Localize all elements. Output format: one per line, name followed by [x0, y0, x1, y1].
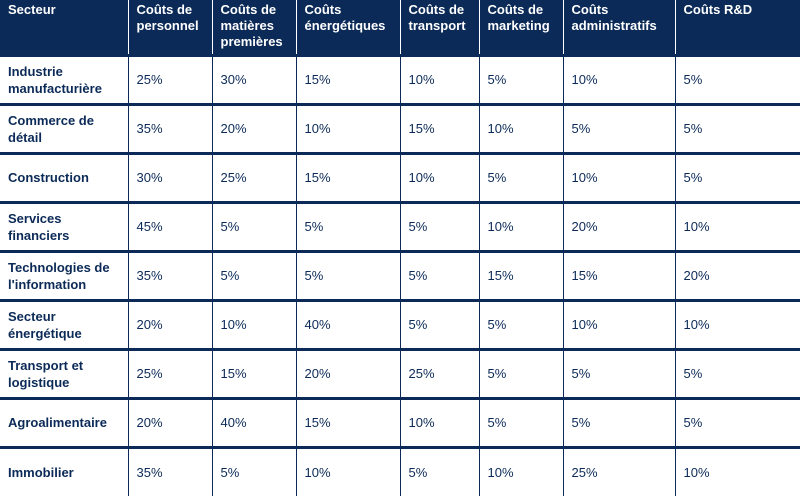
sector-cell: Industrie manufacturière	[0, 53, 129, 104]
cost-cell: 10%	[675, 200, 800, 251]
sector-cell: Commerce de détail	[0, 102, 129, 153]
cost-cell: 10%	[296, 102, 401, 153]
sector-cell: Secteur énergétique	[0, 298, 129, 349]
cost-cell: 5%	[296, 200, 401, 251]
cost-cell: 10%	[563, 298, 676, 349]
table-row: Agroalimentaire 20% 40% 15% 10% 5% 5% 5%	[0, 396, 800, 447]
cost-cell: 10%	[296, 445, 401, 496]
cost-cell: 5%	[296, 249, 401, 300]
cost-cell: 5%	[400, 445, 480, 496]
sector-cell: Immobilier	[0, 445, 129, 496]
cost-cell: 5%	[563, 347, 676, 398]
cost-cell: 20%	[128, 298, 213, 349]
cost-cell: 5%	[212, 249, 297, 300]
cost-cell: 10%	[479, 445, 564, 496]
cost-cell: 5%	[479, 396, 564, 447]
cost-cell: 5%	[212, 200, 297, 251]
header-personnel-costs: Coûts de personnel	[128, 0, 213, 55]
sector-cell: Transport et logistique	[0, 347, 129, 398]
cost-cell: 10%	[563, 53, 676, 104]
cost-cell: 20%	[563, 200, 676, 251]
cost-cell: 10%	[675, 298, 800, 349]
cost-cell: 30%	[128, 151, 213, 202]
cost-cell: 10%	[479, 102, 564, 153]
table-row: Commerce de détail 35% 20% 10% 15% 10% 5% 5%	[0, 102, 800, 153]
header-energy-costs: Coûts énergétiques	[296, 0, 401, 55]
header-transport-costs: Coûts de transport	[400, 0, 480, 55]
cost-cell: 5%	[479, 151, 564, 202]
cost-cell: 5%	[400, 200, 480, 251]
sector-cell: Services financiers	[0, 200, 129, 251]
cost-cell: 5%	[675, 151, 800, 202]
cost-cell: 10%	[212, 298, 297, 349]
cost-cell: 10%	[400, 151, 480, 202]
cost-cell: 35%	[128, 102, 213, 153]
header-row: Secteur Coûts de personnel Coûts de mati…	[0, 0, 800, 55]
sector-cell: Construction	[0, 151, 129, 202]
cost-cell: 5%	[675, 347, 800, 398]
header-admin-costs: Coûts administratifs	[563, 0, 676, 55]
header-sector: Secteur	[0, 0, 129, 55]
cost-cell: 10%	[563, 151, 676, 202]
cost-cell: 5%	[212, 445, 297, 496]
cost-cell: 25%	[128, 53, 213, 104]
table-row: Secteur énergétique 20% 10% 40% 5% 5% 10% 10%	[0, 298, 800, 349]
cost-cell: 5%	[563, 396, 676, 447]
table-row: Industrie manufacturière 25% 30% 15% 10% 5% 10…	[0, 53, 800, 104]
cost-cell: 5%	[675, 53, 800, 104]
sector-cell: Technologies de l'information	[0, 249, 129, 300]
cost-cell: 20%	[675, 249, 800, 300]
cost-cell: 10%	[675, 445, 800, 496]
cost-cell: 35%	[128, 249, 213, 300]
cost-cell: 40%	[296, 298, 401, 349]
cost-cell: 25%	[563, 445, 676, 496]
table-row: Services financiers 45% 5% 5% 5% 10% 20% 10%	[0, 200, 800, 251]
cost-cell: 10%	[479, 200, 564, 251]
cost-cell: 15%	[479, 249, 564, 300]
cost-cell: 15%	[212, 347, 297, 398]
cost-cell: 5%	[675, 102, 800, 153]
cost-cell: 5%	[563, 102, 676, 153]
table-row: Technologies de l'information 35% 5% 5% 5% 15…	[0, 249, 800, 300]
cost-cell: 5%	[479, 53, 564, 104]
cost-cell: 15%	[296, 53, 401, 104]
cost-cell: 15%	[296, 396, 401, 447]
cost-cell: 15%	[563, 249, 676, 300]
header-rd-costs: Coûts R&D	[675, 0, 800, 55]
cost-cell: 25%	[128, 347, 213, 398]
cost-cell: 10%	[400, 53, 480, 104]
cost-cell: 20%	[128, 396, 213, 447]
cost-cell: 15%	[400, 102, 480, 153]
cost-cell: 15%	[296, 151, 401, 202]
sector-cell: Agroalimentaire	[0, 396, 129, 447]
cost-cell: 5%	[675, 396, 800, 447]
cost-cell: 10%	[400, 396, 480, 447]
header-marketing-costs: Coûts de marketing	[479, 0, 564, 55]
cost-cell: 5%	[400, 298, 480, 349]
cost-cell: 30%	[212, 53, 297, 104]
table-row: Transport et logistique 25% 15% 20% 25% 5% 5% 5…	[0, 347, 800, 398]
cost-cell: 5%	[479, 298, 564, 349]
cost-cell: 5%	[479, 347, 564, 398]
table-row: Construction 30% 25% 15% 10% 5% 10% 5%	[0, 151, 800, 202]
table-row: Immobilier 35% 5% 10% 5% 10% 25% 10%	[0, 445, 800, 496]
cost-cell: 35%	[128, 445, 213, 496]
cost-cell: 5%	[400, 249, 480, 300]
header-raw-materials-costs: Coûts de matières premières	[212, 0, 297, 55]
cost-cell: 20%	[296, 347, 401, 398]
cost-cell: 25%	[212, 151, 297, 202]
cost-cell: 20%	[212, 102, 297, 153]
cost-cell: 25%	[400, 347, 480, 398]
cost-cell: 40%	[212, 396, 297, 447]
cost-cell: 45%	[128, 200, 213, 251]
